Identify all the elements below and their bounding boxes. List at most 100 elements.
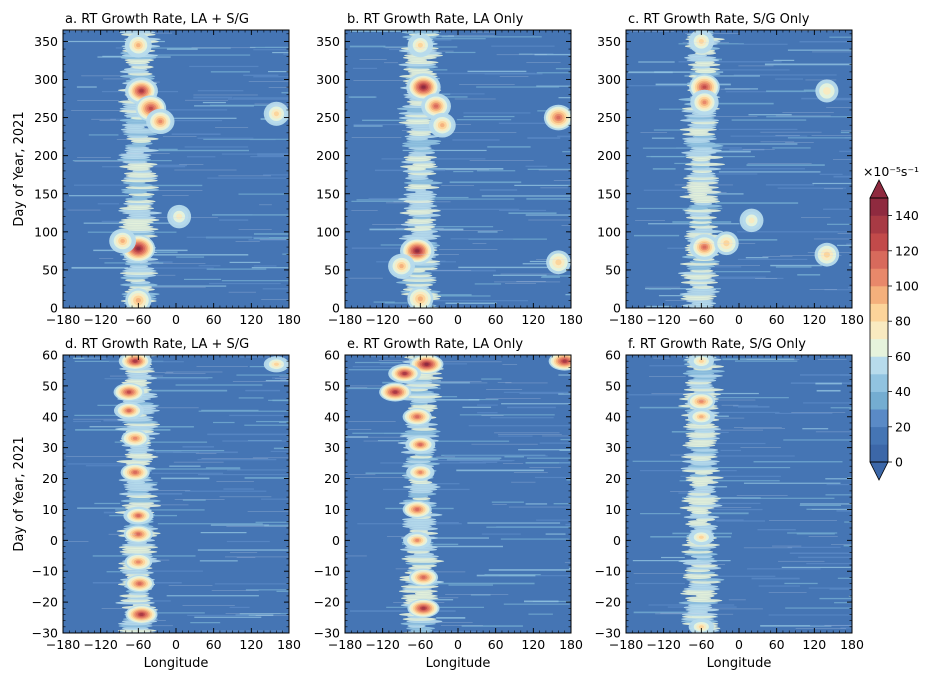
- hotspot: [739, 208, 764, 233]
- core-track-mark: [403, 155, 437, 160]
- texture-band: [407, 226, 494, 228]
- texture-band: [500, 538, 569, 540]
- texture-band: [834, 602, 852, 604]
- core-track-mark: [406, 130, 436, 134]
- core-track-mark: [405, 457, 439, 461]
- texture-band: [74, 414, 136, 416]
- texture-band: [633, 234, 680, 237]
- texture-band: [463, 112, 531, 114]
- texture-band: [171, 133, 221, 135]
- texture-band: [684, 75, 760, 77]
- core-track-mark: [119, 70, 150, 74]
- hotspot: [135, 95, 167, 122]
- x-tick-label: −60: [407, 312, 433, 327]
- x-tick-label: 0: [735, 312, 743, 327]
- texture-band: [155, 54, 251, 56]
- core-track-mark: [398, 121, 436, 125]
- hotspot: [113, 382, 145, 402]
- hotspot-level: [132, 436, 138, 440]
- colorbar-tick-label: 100: [895, 279, 919, 294]
- texture-band: [525, 462, 571, 464]
- texture-band: [419, 39, 452, 41]
- core-track-mark: [123, 176, 158, 180]
- texture-band: [66, 40, 165, 43]
- x-tick-label: 0: [172, 637, 180, 652]
- texture-band: [456, 119, 512, 121]
- texture-band: [799, 41, 852, 43]
- texture-band: [481, 533, 521, 535]
- x-tick-label: 120: [239, 312, 263, 327]
- core-track-mark: [120, 283, 158, 287]
- core-track-mark: [400, 547, 438, 552]
- x-tick-label: −60: [125, 637, 151, 652]
- texture-band: [527, 168, 571, 170]
- y-tick-label: 20: [42, 471, 58, 486]
- colorbar-segment: [870, 321, 888, 340]
- y-tick-label: 300: [316, 72, 340, 87]
- hotspot-level: [699, 415, 704, 419]
- core-track-mark: [122, 222, 151, 227]
- texture-band: [148, 164, 187, 167]
- texture-band: [402, 149, 487, 152]
- texture-band: [806, 508, 852, 510]
- texture-band: [84, 357, 106, 360]
- texture-band: [558, 374, 571, 376]
- texture-band: [77, 507, 129, 509]
- hotspot: [123, 506, 154, 525]
- texture-band: [765, 184, 815, 186]
- texture-band: [639, 406, 710, 409]
- texture-band: [377, 439, 424, 442]
- texture-band: [705, 193, 744, 195]
- texture-band: [738, 43, 788, 45]
- hotspot-level: [418, 470, 423, 474]
- texture-band: [76, 86, 97, 88]
- texture-band: [477, 404, 498, 406]
- texture-band: [198, 265, 221, 267]
- y-tick-label: 250: [316, 110, 340, 125]
- texture-band: [737, 405, 770, 408]
- texture-band: [384, 302, 408, 304]
- texture-band: [541, 276, 560, 278]
- core-track-mark: [400, 222, 437, 227]
- colorbar-segment: [870, 409, 888, 428]
- texture-band: [425, 459, 515, 462]
- texture-band: [445, 51, 476, 54]
- core-track-mark: [405, 395, 443, 399]
- texture-band: [210, 524, 269, 526]
- texture-band: [253, 49, 289, 51]
- core-track-mark: [688, 585, 719, 589]
- core-track-mark: [682, 443, 716, 447]
- texture-band: [787, 137, 852, 139]
- x-tick-label: 0: [172, 312, 180, 327]
- texture-band: [349, 610, 456, 612]
- texture-band: [104, 378, 209, 380]
- texture-band: [102, 55, 148, 58]
- texture-band: [282, 253, 289, 255]
- texture-band: [840, 131, 852, 134]
- texture-band: [352, 432, 409, 434]
- core-track-mark: [117, 629, 157, 633]
- texture-band: [772, 147, 811, 149]
- colorbar: 0 20 40 60 80 100 120 140 ×10⁻⁵s⁻¹: [863, 164, 919, 481]
- texture-band: [825, 478, 852, 480]
- texture-band: [636, 207, 723, 210]
- texture-band: [255, 521, 289, 523]
- texture-band: [539, 442, 571, 444]
- core-track-mark: [118, 225, 154, 229]
- y-tick-label: −20: [595, 595, 621, 610]
- core-track-mark: [689, 72, 721, 76]
- core-track-mark: [686, 216, 717, 220]
- hotspot-level: [699, 399, 704, 403]
- texture-band: [229, 606, 250, 608]
- core-track-mark: [685, 522, 712, 526]
- hotspot-level: [702, 85, 707, 89]
- panel-title: a. RT Growth Rate, LA + S/G: [65, 12, 249, 27]
- hotspot: [123, 525, 153, 543]
- colorbar-tick-label: 80: [895, 314, 911, 329]
- texture-band: [806, 562, 852, 565]
- hotspot-level: [415, 538, 420, 542]
- texture-band: [182, 446, 214, 448]
- y-tick-label: 10: [42, 502, 58, 517]
- texture-band: [436, 617, 466, 619]
- texture-band: [197, 90, 244, 92]
